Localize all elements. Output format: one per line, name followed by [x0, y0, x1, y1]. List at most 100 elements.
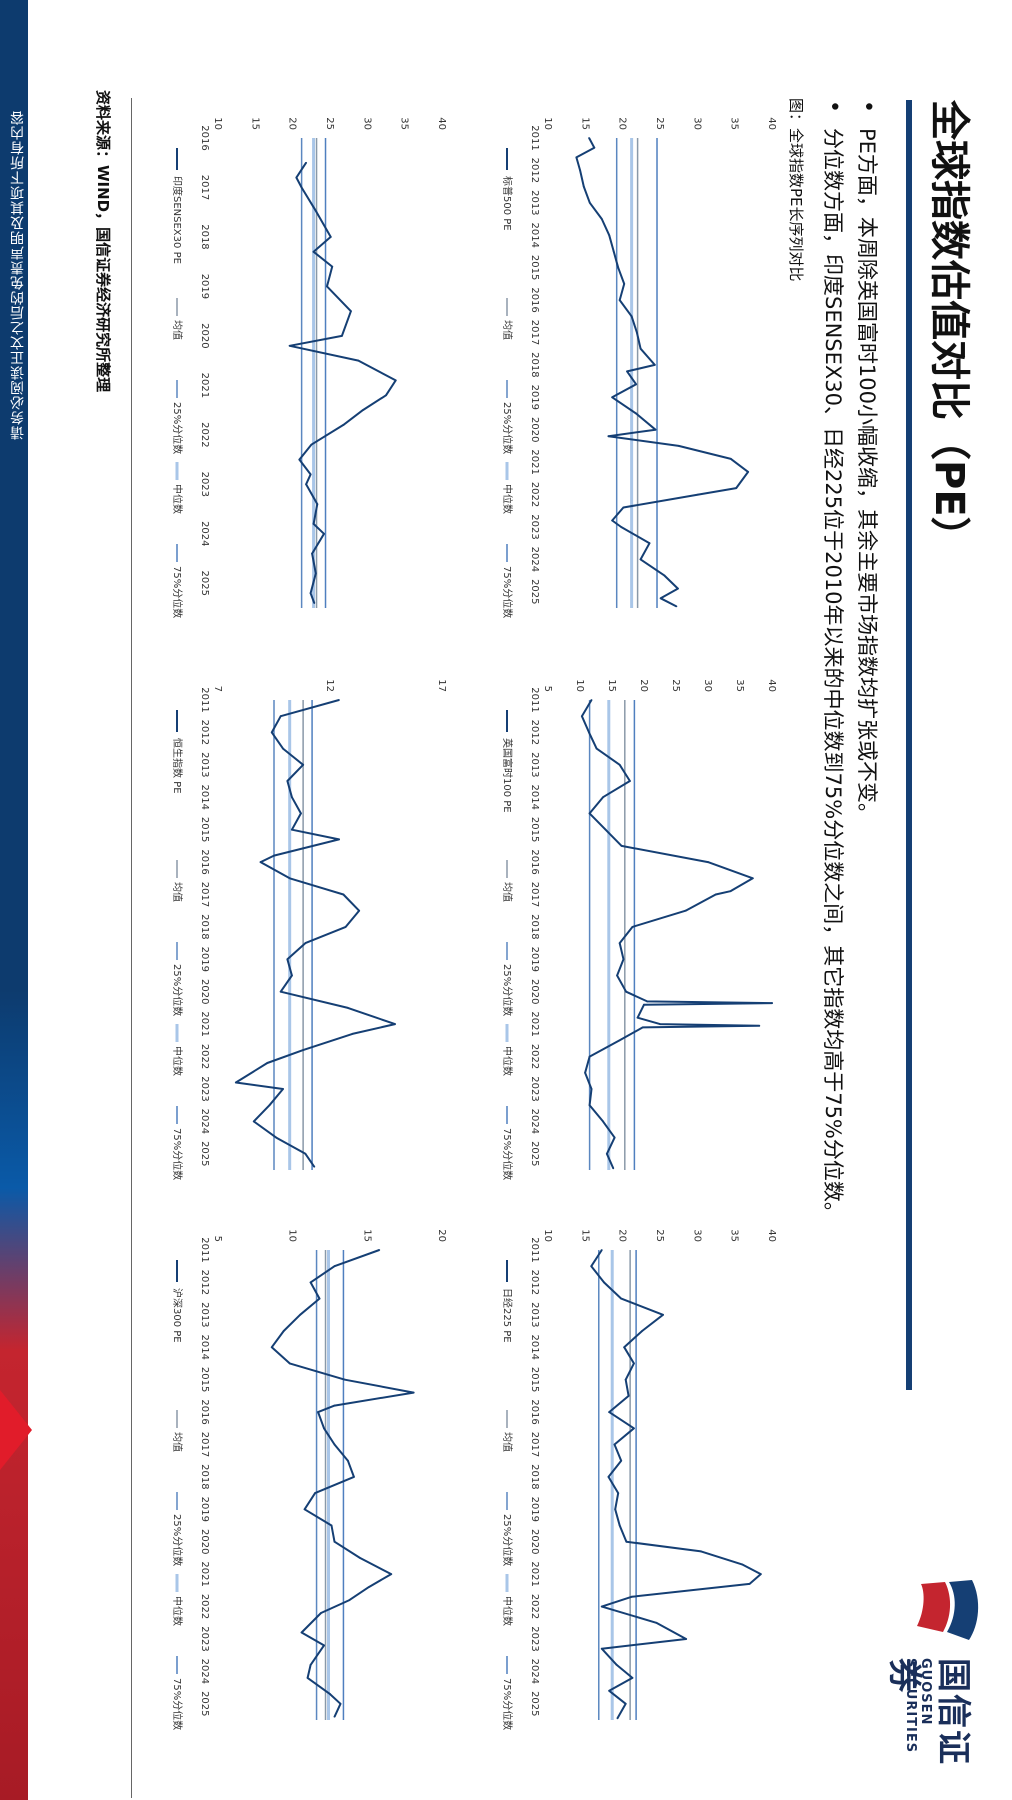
data-point	[622, 958, 625, 961]
data-point	[748, 1582, 751, 1585]
data-point	[617, 266, 620, 269]
x-tick-label: 2024	[529, 547, 540, 572]
data-point	[581, 715, 583, 718]
x-tick-label: 2017	[199, 882, 210, 907]
x-tick-label: 2023	[199, 1076, 210, 1101]
data-point	[306, 1676, 309, 1679]
data-point	[333, 1715, 336, 1718]
disclaimer-text: 请务必阅读正文之后的免责声明及其项下所有内容	[10, 110, 26, 440]
x-tick-label: 2015	[529, 817, 540, 842]
x-tick-label: 2014	[529, 1335, 540, 1360]
y-tick-label: 35	[399, 117, 410, 130]
data-point	[632, 1427, 635, 1430]
data-point	[288, 1362, 291, 1365]
data-point	[316, 503, 319, 506]
bullet-dot-icon: •	[855, 100, 880, 113]
page-title: 全球指数估值对比（PE）	[926, 100, 972, 557]
legend-label-mean: 均值	[171, 320, 184, 340]
data-point	[624, 1702, 627, 1705]
data-point	[648, 542, 651, 545]
y-tick-label: 10	[287, 1229, 298, 1242]
figure-caption: 图：全球指数PE长序列对比	[787, 98, 805, 282]
x-tick-label: 2016	[529, 287, 540, 312]
data-point	[625, 1540, 628, 1543]
brand-logo: 国信证券 GUOSEN SECURITIES	[884, 1570, 987, 1780]
x-tick-label: 2019	[529, 385, 540, 410]
data-point	[270, 731, 273, 734]
left-brand-strip: 请务必阅读正文之后的免责声明及其项下所有内容	[0, 0, 32, 1800]
x-tick-label: 2018	[529, 352, 540, 377]
chart-sp500-pe: 10 15 20 25 30 35 40 2011 2012 2013 2014 2015 2016 20…	[482, 98, 782, 618]
legend-label-p75: 75%分位数	[501, 566, 514, 618]
data-point	[385, 394, 387, 397]
data-point	[291, 796, 293, 799]
data-point	[600, 1605, 603, 1608]
x-tick-label: 2016	[529, 849, 540, 874]
legend-label-p25: 25%分位数	[501, 1514, 514, 1566]
data-point	[751, 877, 754, 880]
data-point	[605, 1152, 608, 1155]
x-tick-label: 2013	[529, 752, 540, 777]
data-point	[588, 1055, 591, 1058]
data-point	[270, 1346, 273, 1349]
data-point	[312, 250, 315, 253]
chart-svg: 10 15 20 25 30 35 4020162017201820192020202120…	[171, 117, 447, 618]
series-line	[575, 137, 750, 608]
y-tick-label: 15	[249, 117, 260, 130]
legend-label-p75: 75%分位数	[171, 1128, 184, 1180]
x-tick-label: 2021	[199, 1011, 210, 1036]
chart-svg: 5 10 15 20 25 30 35 402011201220132014201520162…	[501, 679, 777, 1180]
data-point	[639, 347, 642, 350]
data-point	[635, 331, 638, 334]
bullet-list: • PE方面，本周除英国富时100小幅收缩，其余主要市场指数均扩张或不变。 • …	[816, 100, 884, 1700]
legend-label-p75: 75%分位数	[501, 1678, 514, 1730]
data-point	[344, 1378, 346, 1381]
data-point	[303, 1508, 306, 1511]
data-point	[635, 412, 638, 415]
x-tick-label: 2019	[199, 1497, 210, 1522]
data-point	[350, 310, 352, 313]
data-point	[282, 1330, 285, 1332]
y-tick-label: 5	[212, 1236, 223, 1242]
bullet-item: • 分位数方面，印度SENSEX30、日经225位于2010年以来的中位数到75…	[816, 100, 850, 1700]
data-point	[654, 428, 657, 431]
legend-label-p25: 25%分位数	[171, 402, 184, 454]
data-point	[347, 1459, 349, 1462]
data-point	[235, 1081, 237, 1084]
data-point	[623, 282, 626, 285]
legend-label-median: 中位数	[501, 1596, 514, 1626]
data-point	[741, 1563, 744, 1566]
x-tick-label: 2013	[199, 1302, 210, 1327]
data-point	[309, 1281, 312, 1284]
data-point	[282, 1088, 284, 1090]
data-point	[311, 552, 313, 555]
data-point	[288, 877, 291, 880]
data-point	[620, 526, 623, 528]
data-point	[602, 796, 604, 799]
legend-label-p75: 75%分位数	[171, 566, 184, 618]
data-point	[685, 1638, 688, 1640]
series-line	[270, 1249, 415, 1718]
data-point	[279, 715, 282, 718]
x-tick-label: 2022	[199, 1044, 210, 1069]
data-point	[582, 185, 585, 188]
data-point	[595, 747, 598, 750]
x-tick-label: 2021	[529, 1561, 540, 1586]
x-tick-label: 2019	[529, 947, 540, 972]
data-point	[344, 925, 347, 928]
x-tick-label: 2023	[529, 1626, 540, 1651]
data-point	[313, 1165, 316, 1168]
bullet-text: 分位数方面，印度SENSEX30、日经225位于2010年以来的中位数到75%分…	[821, 128, 845, 1223]
chart-ftse100-pe: 5 10 15 20 25 30 35 40 2011 2012 2013 2014 2015 2016 2…	[482, 660, 782, 1180]
title-rule	[906, 100, 912, 1390]
legend-label-p25: 25%分位数	[171, 964, 184, 1016]
data-point	[590, 699, 593, 701]
x-tick-label: 2013	[529, 1302, 540, 1327]
x-tick-label: 2011	[199, 687, 210, 712]
data-point	[268, 1104, 271, 1107]
x-tick-label: 2020	[529, 1529, 540, 1554]
legend-label-series: 印度SENSEX30 PE	[171, 176, 184, 264]
x-tick-label: 2013	[529, 190, 540, 215]
data-point	[677, 445, 680, 447]
y-tick-label: 35	[729, 117, 740, 130]
